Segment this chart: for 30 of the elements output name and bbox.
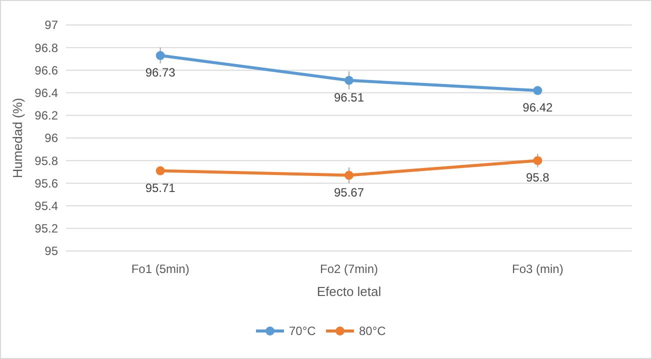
x-axis-title: Efecto letal xyxy=(316,284,382,299)
y-tick-label: 96.6 xyxy=(34,63,58,78)
data-label: 95.67 xyxy=(334,185,364,200)
data-label: 95.71 xyxy=(145,180,176,195)
data-label: 96.42 xyxy=(522,100,554,115)
point xyxy=(533,86,542,96)
y-tick-label: 96.8 xyxy=(34,40,58,55)
y-tick-label: 97 xyxy=(44,18,58,32)
y-tick-label: 95 xyxy=(44,244,58,258)
point xyxy=(344,76,354,85)
point xyxy=(156,166,165,176)
y-tick-label: 96.4 xyxy=(34,86,58,100)
y-tick-label: 96 xyxy=(44,131,58,146)
legend-label: 80°C xyxy=(359,324,386,338)
x-tick-label: Fo2 (7min) xyxy=(320,262,378,276)
y-tick-label: 96.2 xyxy=(34,108,58,123)
y-tick-label: 95.2 xyxy=(34,222,58,236)
x-tick-label: Fo3 (min) xyxy=(512,262,564,276)
y-tick-label: 95.8 xyxy=(34,154,58,168)
y-tick-label: 95.6 xyxy=(34,176,58,190)
y-tick-label: 95.4 xyxy=(34,199,58,213)
data-label: 96.51 xyxy=(334,90,364,104)
y-axis-title: Humedad (%) xyxy=(10,98,25,178)
x-tick-label: Fo1 (5min) xyxy=(131,262,190,276)
data-label: 96.73 xyxy=(145,66,176,80)
point xyxy=(344,170,354,180)
legend-label: 70°C xyxy=(289,324,316,338)
point xyxy=(156,51,165,60)
data-label: 95.8 xyxy=(526,170,550,185)
point xyxy=(533,156,542,166)
